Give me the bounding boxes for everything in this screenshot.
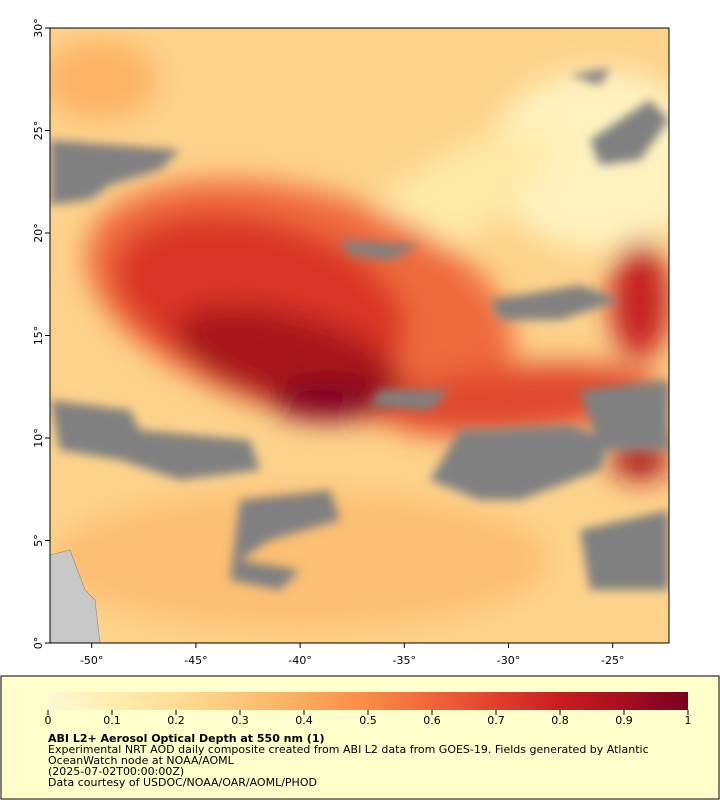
- y-tick-label: 30°: [32, 18, 45, 38]
- colorbar-tick-label: 0.7: [487, 714, 505, 727]
- y-tick-label: 10°: [32, 428, 45, 448]
- x-tick-label: -25°: [601, 654, 624, 667]
- y-tick-label: 15°: [32, 326, 45, 346]
- description-line: (2025-07-02T00:00:00Z): [48, 765, 184, 778]
- colorbar-tick-label: 0.3: [231, 714, 249, 727]
- description-line: Data courtesy of USDOC/NOAA/OAR/AOML/PHO…: [48, 776, 317, 789]
- x-tick-label: -50°: [80, 654, 103, 667]
- colorbar-tick-label: 1: [685, 714, 692, 727]
- x-tick-label: -30°: [497, 654, 520, 667]
- colorbar-tick-label: 0.9: [615, 714, 633, 727]
- x-tick-label: -45°: [184, 654, 207, 667]
- colorbar-tick-label: 0.4: [295, 714, 313, 727]
- y-tick-label: 0°: [32, 637, 45, 650]
- colorbar-tick-label: 0: [45, 714, 52, 727]
- colorbar-tick-label: 0.8: [551, 714, 569, 727]
- land: [50, 549, 101, 643]
- description-line: OceanWatch node at NOAA/AOML: [48, 754, 235, 767]
- x-tick-label: -40°: [288, 654, 311, 667]
- y-tick-label: 20°: [32, 223, 45, 243]
- x-tick-label: -35°: [393, 654, 416, 667]
- description-line: Experimental NRT AOD daily composite cre…: [48, 743, 649, 756]
- title: ABI L2+ Aerosol Optical Depth at 550 nm …: [48, 732, 325, 745]
- y-tick-label: 5°: [32, 534, 45, 547]
- colorbar-tick-label: 0.6: [423, 714, 441, 727]
- colorbar-tick-label: 0.1: [103, 714, 121, 727]
- y-tick-label: 25°: [32, 121, 45, 141]
- colorbar-tick-label: 0.2: [167, 714, 185, 727]
- colorbar-tick-label: 0.5: [359, 714, 377, 727]
- colorbar: [48, 692, 688, 710]
- cloud-mask: [50, 68, 669, 590]
- map-image: [50, 28, 669, 643]
